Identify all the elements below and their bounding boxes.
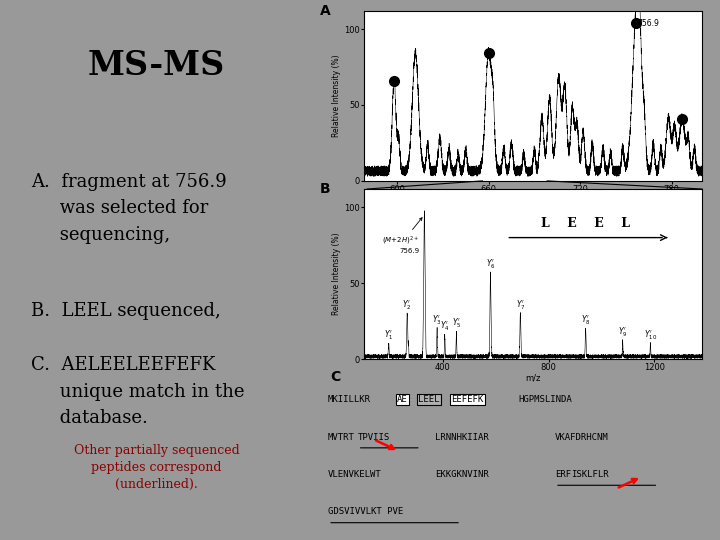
Text: $Y^{\prime}_{5}$: $Y^{\prime}_{5}$ <box>451 317 462 330</box>
Text: $Y^{\prime}_{9}$: $Y^{\prime}_{9}$ <box>618 326 628 339</box>
Text: $(M{+}2H)^{{2+}}$
756.9: $(M{+}2H)^{{2+}}$ 756.9 <box>382 218 422 254</box>
X-axis label: m/z: m/z <box>525 195 541 205</box>
Text: VLENVKELWT: VLENVKELWT <box>328 470 382 479</box>
Text: ISKLFLR: ISKLFLR <box>571 470 608 479</box>
Text: MVTRT: MVTRT <box>328 433 355 442</box>
Text: A: A <box>320 4 330 18</box>
Text: B: B <box>320 182 330 196</box>
Text: $Y^{\prime}_{2}$: $Y^{\prime}_{2}$ <box>402 299 412 312</box>
Text: $Y^{\prime}_{1}$: $Y^{\prime}_{1}$ <box>384 329 394 342</box>
Text: $Y^{\prime}_{6}$: $Y^{\prime}_{6}$ <box>485 258 495 271</box>
Text: GDSVIVVLKT PVE: GDSVIVVLKT PVE <box>328 508 403 516</box>
Y-axis label: Relative Intensity (%): Relative Intensity (%) <box>332 233 341 315</box>
Text: $Y^{\prime}_{8}$: $Y^{\prime}_{8}$ <box>581 314 590 327</box>
Text: C: C <box>330 369 341 383</box>
Text: $Y^{\prime}_{3}$: $Y^{\prime}_{3}$ <box>432 314 442 327</box>
Text: B.  LEEL sequenced,: B. LEEL sequenced, <box>32 302 221 320</box>
Text: $Y^{\prime}_{10}$: $Y^{\prime}_{10}$ <box>644 329 657 342</box>
Text: MKIILLKR: MKIILLKR <box>328 395 371 404</box>
Text: MS-MS: MS-MS <box>88 49 225 82</box>
Text: Other partially sequenced
peptides correspond
(underlined).: Other partially sequenced peptides corre… <box>73 444 240 491</box>
Text: $Y^{\prime}_{4}$: $Y^{\prime}_{4}$ <box>440 320 449 333</box>
Text: $Y^{\prime}_{7}$: $Y^{\prime}_{7}$ <box>516 299 525 312</box>
Text: L    E    E    L: L E E L <box>541 217 630 230</box>
Text: HGPMSLINDA: HGPMSLINDA <box>518 395 572 404</box>
X-axis label: m/z: m/z <box>525 374 541 383</box>
Text: A.  fragment at 756.9
     was selected for
     sequencing,: A. fragment at 756.9 was selected for se… <box>32 173 227 244</box>
Text: AE: AE <box>397 395 408 404</box>
Text: EEFEFK: EEFEFK <box>451 395 483 404</box>
Text: C.  AELEELEEFEFK
     unique match in the
     database.: C. AELEELEEFEFK unique match in the data… <box>32 356 245 427</box>
Text: LRNNHKIIAR: LRNNHKIIAR <box>435 433 488 442</box>
Text: LEEL: LEEL <box>418 395 440 404</box>
Text: EKKGKNVINR: EKKGKNVINR <box>435 470 488 479</box>
Text: VKAFDRHCNM: VKAFDRHCNM <box>555 433 608 442</box>
Text: ERF: ERF <box>555 470 571 479</box>
Y-axis label: Relative Intensity (%): Relative Intensity (%) <box>332 55 341 137</box>
Text: TPVIIS: TPVIIS <box>358 433 390 442</box>
Text: 756.9: 756.9 <box>637 18 659 28</box>
